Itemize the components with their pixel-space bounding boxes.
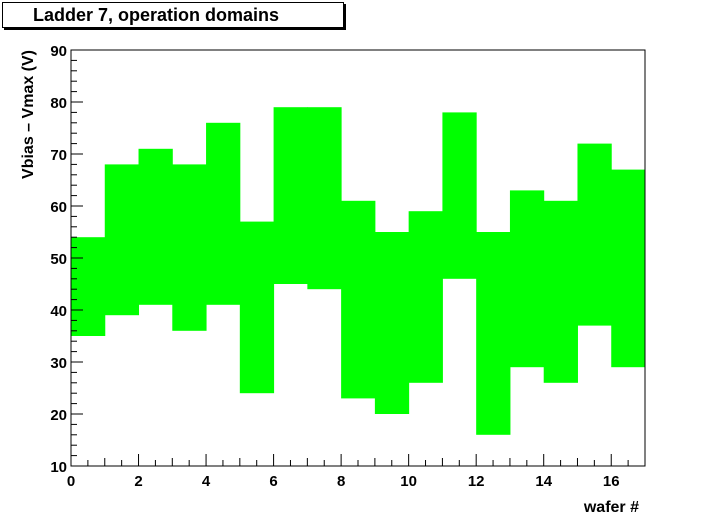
domain-bar-wafer-10 <box>408 211 443 383</box>
x-tick-label: 0 <box>67 473 75 490</box>
x-tick-label: 14 <box>535 473 552 490</box>
chart-title: Ladder 7, operation domains <box>33 5 280 25</box>
domain-bar-wafer-15 <box>577 143 612 326</box>
title-box: Ladder 7, operation domains <box>2 2 344 28</box>
domain-bars <box>71 107 646 435</box>
x-tick-label: 2 <box>134 473 142 490</box>
y-tick-label: 40 <box>50 303 67 320</box>
x-tick-label: 12 <box>468 473 485 490</box>
x-tick-label: 4 <box>202 473 211 490</box>
domain-bar-wafer-6 <box>273 107 308 284</box>
x-tick-label: 6 <box>269 473 277 490</box>
domain-bar-wafer-5 <box>239 221 275 394</box>
y-tick-label: 10 <box>50 459 67 476</box>
domain-bar-wafer-9 <box>374 232 410 414</box>
domain-bar-wafer-14 <box>543 200 578 383</box>
x-axis: 0 2 4 6 8 10 12 14 16 <box>67 454 646 490</box>
domain-bar-wafer-1 <box>104 164 140 316</box>
x-tick-label: 16 <box>603 473 620 490</box>
domain-bar-wafer-0 <box>71 237 106 336</box>
domain-bar-wafer-2 <box>138 148 173 305</box>
y-tick-label: 60 <box>50 199 67 216</box>
y-tick-label: 90 <box>50 43 67 60</box>
y-tick-label: 30 <box>50 355 67 372</box>
x-tick-label: 10 <box>400 473 417 490</box>
domain-bar-wafer-8 <box>341 200 376 399</box>
y-axis: 10 20 30 40 50 60 70 80 90 <box>50 43 83 476</box>
y-tick-label: 80 <box>50 95 67 112</box>
domain-bar-wafer-13 <box>509 190 545 368</box>
y-axis-label: Vbias – Vmax (V) <box>20 50 37 179</box>
y-tick-label: 70 <box>50 147 67 164</box>
domain-bar-wafer-3 <box>172 164 207 331</box>
domain-bar-wafer-4 <box>206 122 241 305</box>
domain-bar-wafer-7 <box>307 107 342 290</box>
x-tick-label: 8 <box>337 473 345 490</box>
y-tick-label: 20 <box>50 407 67 424</box>
domain-bar-wafer-16 <box>611 169 646 368</box>
x-axis-label: wafer # <box>583 499 639 516</box>
domain-bar-wafer-11 <box>442 112 477 279</box>
y-tick-label: 50 <box>50 251 67 268</box>
domain-bar-wafer-12 <box>476 232 511 435</box>
